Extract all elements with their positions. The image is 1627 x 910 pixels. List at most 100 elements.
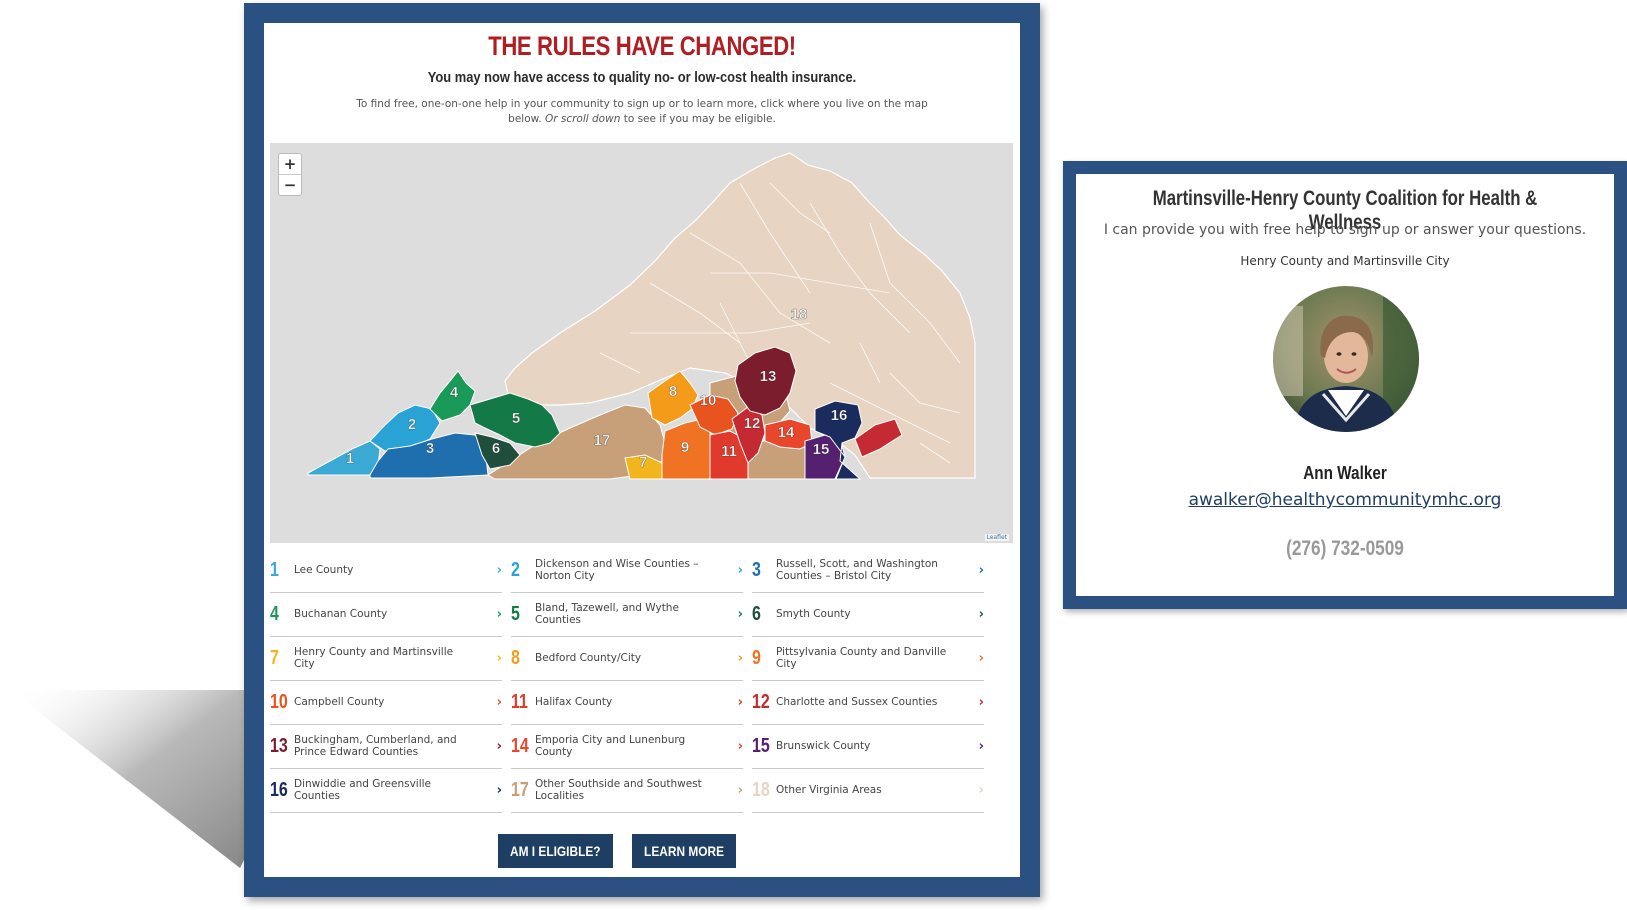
region-number: 13: [270, 734, 288, 757]
region-list-item[interactable]: 15 Brunswick County ›: [752, 724, 984, 769]
map-attribution-link[interactable]: Leaflet: [984, 534, 1009, 541]
region-label: Lee County: [294, 564, 354, 576]
map-region-label[interactable]: 1: [346, 450, 355, 468]
avatar: [1273, 286, 1419, 432]
contact-card: Martinsville-Henry County Coalition for …: [1076, 174, 1614, 596]
region-number: 1: [270, 558, 279, 581]
map-region-label[interactable]: 6: [492, 440, 501, 458]
map-region-4[interactable]: [429, 370, 476, 422]
map-region-16[interactable]: [814, 400, 863, 480]
am-i-eligible-button[interactable]: AM I ELIGIBLE?: [498, 834, 613, 868]
chevron-right-icon: ›: [978, 650, 984, 666]
region-list-item[interactable]: 17 Other Southside and Southwest Localiti…: [511, 768, 743, 813]
learn-more-button[interactable]: LEARN MORE: [632, 834, 736, 868]
map-region-label[interactable]: 18: [790, 306, 808, 324]
region-label: Bedford County/City: [535, 652, 642, 664]
chevron-right-icon: ›: [496, 606, 502, 622]
intro-text: To find free, one-on-one help in your co…: [344, 97, 940, 127]
chevron-right-icon: ›: [496, 738, 502, 754]
region-number: 14: [511, 734, 529, 757]
page-headline: THE RULES HAVE CHANGED!: [488, 31, 796, 61]
region-list-item[interactable]: 8 Bedford County/City ›: [511, 636, 743, 681]
map-region-12-east[interactable]: [854, 418, 903, 458]
region-number: 4: [270, 602, 279, 625]
contact-phone[interactable]: (276) 732-0509: [1286, 537, 1404, 560]
region-number: 9: [752, 646, 761, 669]
map-zoom-control: + −: [278, 153, 302, 196]
region-list-item[interactable]: 4 Buchanan County ›: [270, 592, 502, 637]
region-number: 18: [752, 778, 770, 801]
region-list-item[interactable]: 16 Dinwiddie and Greensville Counties ›: [270, 768, 502, 813]
region-list-item[interactable]: 7 Henry County and Martinsville City ›: [270, 636, 502, 681]
main-panel: THE RULES HAVE CHANGED! You may now have…: [264, 23, 1020, 877]
zoom-out-button[interactable]: −: [279, 174, 301, 195]
map-region-label[interactable]: 10: [699, 392, 717, 410]
chevron-right-icon: ›: [496, 562, 502, 578]
intro-text-part2: to see if you may be eligible.: [623, 113, 776, 125]
map-region-label[interactable]: 14: [777, 424, 795, 442]
map-region-label[interactable]: 2: [408, 416, 417, 434]
region-number: 11: [511, 690, 528, 713]
region-list-item[interactable]: 14 Emporia City and Lunenburg County ›: [511, 724, 743, 769]
region-list-item[interactable]: 13 Buckingham, Cumberland, and Prince Edw…: [270, 724, 502, 769]
chevron-right-icon: ›: [496, 650, 502, 666]
map-region-3[interactable]: [369, 432, 489, 479]
learn-more-label: LEARN MORE: [643, 843, 725, 859]
map-region-label[interactable]: 5: [512, 410, 521, 428]
intro-text-part1: To find free, one-on-one help in your co…: [356, 98, 928, 125]
region-number: 7: [270, 646, 279, 669]
map-region-label[interactable]: 11: [721, 443, 737, 461]
map-region-label[interactable]: 12: [743, 415, 761, 433]
chevron-right-icon: ›: [496, 694, 502, 710]
region-list-item[interactable]: 10 Campbell County ›: [270, 680, 502, 725]
contact-name: Ann Walker: [1303, 463, 1387, 483]
map-region-6[interactable]: [474, 432, 521, 470]
map-region-label[interactable]: 7: [639, 454, 648, 472]
region-list-item[interactable]: 2 Dickenson and Wise Counties – Norton Ci…: [511, 548, 743, 593]
zoom-in-button[interactable]: +: [283, 155, 297, 173]
map-region-13[interactable]: [734, 346, 797, 416]
virginia-region-map[interactable]: 1 2 3 4 5 6 7 8 9 10 11 12 13 14 15 16 17 18 + − Leaflet: [270, 143, 1013, 543]
map-region-label[interactable]: 4: [450, 384, 460, 402]
region-list-item[interactable]: 11 Halifax County ›: [511, 680, 743, 725]
map-region-label[interactable]: 17: [593, 432, 611, 450]
help-text: I can provide you with free help to sign…: [1103, 222, 1587, 238]
region-list-item[interactable]: 5 Bland, Tazewell, and Wythe Counties ›: [511, 592, 743, 637]
contact-email-link[interactable]: awalker@healthycommunitymhc.org: [1188, 490, 1502, 510]
region-list-item[interactable]: 12 Charlotte and Sussex Counties ›: [752, 680, 984, 725]
chevron-right-icon: ›: [978, 782, 984, 798]
map-region-label[interactable]: 16: [830, 407, 848, 425]
page-subheading: You may now have access to quality no- o…: [427, 69, 857, 86]
region-label: Russell, Scott, and Washington Counties …: [776, 558, 938, 582]
map-region-label[interactable]: 13: [759, 368, 777, 386]
map-region-1[interactable]: [307, 440, 381, 476]
decorative-shadow: [10, 690, 244, 868]
chevron-right-icon: ›: [737, 738, 743, 754]
intro-text-italic: Or scroll down: [544, 113, 621, 125]
chevron-right-icon: ›: [737, 782, 743, 798]
avatar-photo: [1273, 286, 1419, 432]
region-label: Buckingham, Cumberland, and Prince Edwar…: [294, 734, 457, 758]
region-label: Dinwiddie and Greensville Counties: [294, 778, 431, 802]
region-list-item[interactable]: 9 Pittsylvania County and Danville City ›: [752, 636, 984, 681]
map-region-label[interactable]: 9: [681, 439, 690, 457]
region-number: 15: [752, 734, 770, 757]
map-region-label[interactable]: 15: [812, 441, 830, 459]
service-area: Henry County and Martinsville City: [1240, 254, 1450, 268]
region-label: Emporia City and Lunenburg County: [535, 734, 686, 758]
map-region-label[interactable]: 3: [426, 440, 435, 458]
region-number: 2: [511, 558, 520, 581]
region-list-item[interactable]: 3 Russell, Scott, and Washington Counties…: [752, 548, 984, 593]
region-list-item[interactable]: 1 Lee County ›: [270, 548, 502, 593]
chevron-right-icon: ›: [496, 782, 502, 798]
region-label: Charlotte and Sussex Counties: [776, 696, 938, 708]
chevron-right-icon: ›: [737, 562, 743, 578]
region-number: 8: [511, 646, 520, 669]
region-list-item[interactable]: 6 Smyth County ›: [752, 592, 984, 637]
region-list-item[interactable]: 18 Other Virginia Areas ›: [752, 768, 984, 813]
map-region-label[interactable]: 8: [669, 383, 678, 401]
region-label: Smyth County: [776, 608, 851, 620]
map-region-5[interactable]: [469, 392, 561, 448]
chevron-right-icon: ›: [978, 694, 984, 710]
